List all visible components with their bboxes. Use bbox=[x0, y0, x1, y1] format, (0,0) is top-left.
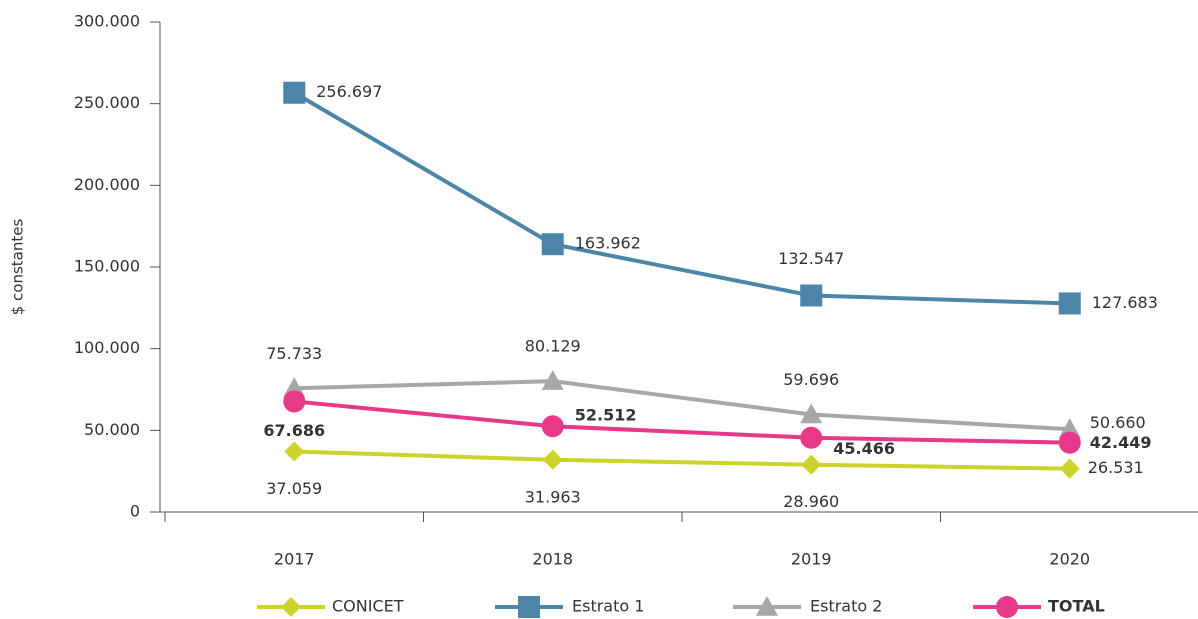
data-label: 132.547 bbox=[778, 249, 844, 268]
legend-label: Estrato 2 bbox=[810, 597, 882, 616]
marker bbox=[1058, 292, 1081, 315]
data-label: 127.683 bbox=[1092, 293, 1158, 312]
marker bbox=[541, 415, 564, 438]
marker bbox=[541, 233, 564, 256]
marker bbox=[1059, 458, 1080, 479]
data-label: 31.963 bbox=[525, 487, 581, 506]
marker bbox=[801, 454, 822, 475]
y-axis-label: $ constantes bbox=[9, 219, 27, 316]
data-label: 163.962 bbox=[575, 234, 641, 253]
series-line bbox=[293, 91, 1070, 306]
x-tick-label: 2017 bbox=[274, 550, 315, 569]
legend-label: Estrato 1 bbox=[572, 597, 644, 616]
data-label: 256.697 bbox=[316, 82, 382, 101]
marker bbox=[284, 441, 305, 462]
y-tick-label: 300.000 bbox=[74, 12, 140, 31]
data-label: 52.512 bbox=[575, 406, 637, 425]
marker bbox=[281, 597, 301, 617]
series-line bbox=[294, 449, 1070, 471]
x-tick-label: 2020 bbox=[1049, 550, 1090, 569]
data-label: 59.696 bbox=[783, 370, 839, 389]
marker bbox=[800, 284, 823, 307]
y-tick-label: 0 bbox=[130, 502, 140, 521]
y-tick-label: 100.000 bbox=[74, 338, 140, 357]
x-tick-label: 2018 bbox=[532, 550, 573, 569]
y-tick-label: 250.000 bbox=[74, 93, 140, 112]
marker bbox=[800, 426, 823, 449]
marker bbox=[283, 390, 306, 413]
y-tick-label: 150.000 bbox=[74, 257, 140, 276]
marker bbox=[518, 596, 540, 618]
data-label: 37.059 bbox=[266, 479, 322, 498]
marker bbox=[996, 596, 1018, 618]
marker bbox=[542, 449, 563, 470]
marker bbox=[800, 403, 823, 424]
y-tick-label: 50.000 bbox=[84, 420, 140, 439]
data-label: 45.466 bbox=[833, 439, 895, 458]
data-label: 26.531 bbox=[1088, 458, 1144, 477]
y-tick-label: 200.000 bbox=[74, 175, 140, 194]
legend-label: CONICET bbox=[332, 597, 404, 616]
x-tick-label: 2019 bbox=[791, 550, 832, 569]
data-label: 50.660 bbox=[1090, 413, 1146, 432]
marker bbox=[541, 370, 564, 390]
data-label: 28.960 bbox=[783, 492, 839, 511]
series-line bbox=[294, 399, 1070, 445]
marker bbox=[1058, 418, 1081, 439]
marker bbox=[1058, 431, 1081, 454]
data-label: 42.449 bbox=[1090, 433, 1152, 452]
data-label: 67.686 bbox=[263, 421, 325, 440]
series-line bbox=[294, 379, 1070, 432]
marker bbox=[283, 81, 306, 104]
data-label: 75.733 bbox=[266, 344, 322, 363]
data-label: 80.129 bbox=[525, 337, 581, 356]
legend-label: TOTAL bbox=[1048, 597, 1105, 616]
marker bbox=[756, 596, 778, 616]
